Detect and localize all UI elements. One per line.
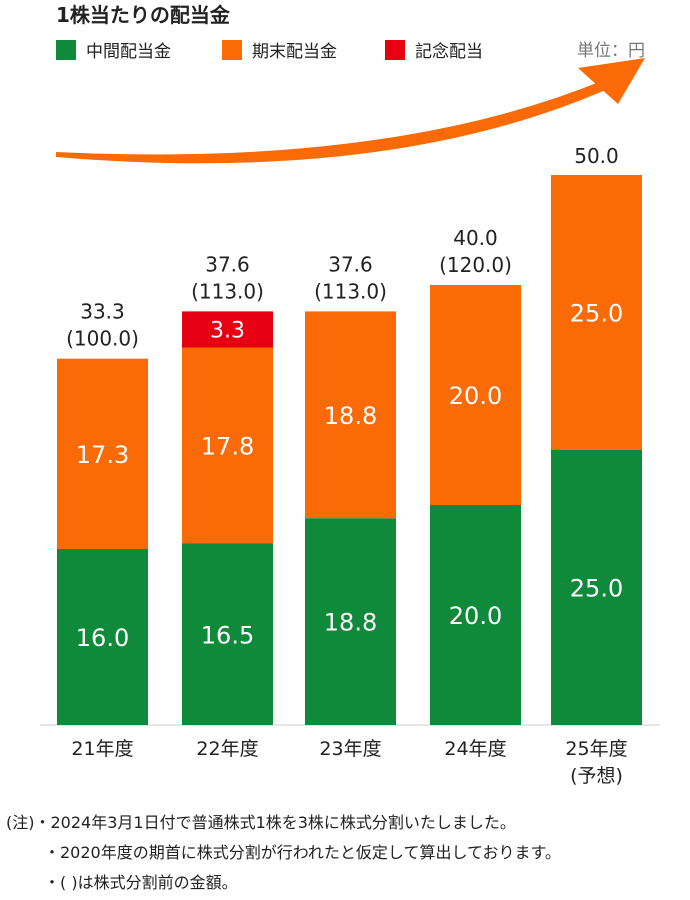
x-tick-label: 21年度 xyxy=(71,738,133,760)
footnote-split: (注)・2024年3月1日付で普通株式1株を3株に株式分割いたしました。 xyxy=(6,813,516,832)
total-pre-split-label: (120.0) xyxy=(439,253,512,277)
footnote-assumption: ・2020年度の期首に株式分割が行われたと仮定して算出しております。 xyxy=(44,843,561,862)
total-pre-split-label: (113.0) xyxy=(314,279,387,303)
x-tick-label: 24年度 xyxy=(444,738,506,760)
total-value-label: 33.3 xyxy=(80,300,125,324)
legend-label: 記念配当 xyxy=(415,41,483,62)
x-tick-sublabel: (予想) xyxy=(570,765,623,787)
segment-value-label: 17.8 xyxy=(201,433,254,461)
bar-segment xyxy=(57,358,148,549)
bar-segment xyxy=(430,285,521,505)
total-value-label: 50.0 xyxy=(574,144,619,168)
bar-segment xyxy=(57,549,148,725)
segment-value-label: 20.0 xyxy=(449,602,502,630)
footnotes: (注)・2024年3月1日付で普通株式1株を3株に株式分割いたしました。 ・20… xyxy=(6,808,690,898)
segment-value-label: 17.3 xyxy=(76,441,129,469)
trend-arrow xyxy=(56,58,645,164)
x-tick-label: 22年度 xyxy=(196,738,258,760)
chart-title: 1株当たりの配当金 xyxy=(56,3,231,27)
segment-value-label: 3.3 xyxy=(210,319,245,344)
segment-value-label: 16.0 xyxy=(76,624,129,652)
x-tick-label: 25年度 xyxy=(565,738,627,760)
bar-segment xyxy=(182,347,273,544)
bar-labels: 16.0 17.3 33.3 (100.0) 21年度 16.5 17.8 3.3 37.6 (1… xyxy=(66,144,628,787)
trend-arrow-shaft xyxy=(56,80,610,164)
bar-segment xyxy=(182,543,273,725)
segment-value-label: 18.8 xyxy=(324,609,377,637)
segment-value-label: 25.0 xyxy=(570,300,623,328)
bar-segment xyxy=(430,505,521,725)
bars xyxy=(57,175,642,725)
footnote-parentheses: ・( )は株式分割前の金額。 xyxy=(44,873,238,892)
trend-arrow-head xyxy=(578,58,645,104)
total-value-label: 40.0 xyxy=(453,226,498,250)
legend-swatch xyxy=(222,40,242,60)
legend: 中間配当金 期末配当金 記念配当 xyxy=(56,40,483,62)
bar-segment xyxy=(305,311,396,519)
legend-swatch xyxy=(385,40,405,60)
legend-label: 中間配当金 xyxy=(86,42,171,62)
bar-segment xyxy=(551,175,642,450)
total-value-label: 37.6 xyxy=(205,252,250,276)
legend-swatch xyxy=(56,40,76,60)
segment-value-label: 16.5 xyxy=(201,621,254,649)
bar-segment xyxy=(305,518,396,725)
unit-label: 単位：円 xyxy=(577,41,645,61)
total-pre-split-label: (113.0) xyxy=(191,279,264,303)
total-value-label: 37.6 xyxy=(328,252,373,276)
legend-label: 期末配当金 xyxy=(252,42,337,62)
segment-value-label: 25.0 xyxy=(570,575,623,603)
segment-value-label: 18.8 xyxy=(324,402,377,430)
total-pre-split-label: (100.0) xyxy=(66,327,139,351)
bar-segment xyxy=(551,450,642,725)
dividend-chart: 1株当たりの配当金 中間配当金 期末配当金 記念配当 単位：円 16.0 17.3 33… xyxy=(40,3,660,787)
bar-segment xyxy=(182,311,273,348)
x-tick-label: 23年度 xyxy=(319,738,381,760)
segment-value-label: 20.0 xyxy=(449,382,502,410)
